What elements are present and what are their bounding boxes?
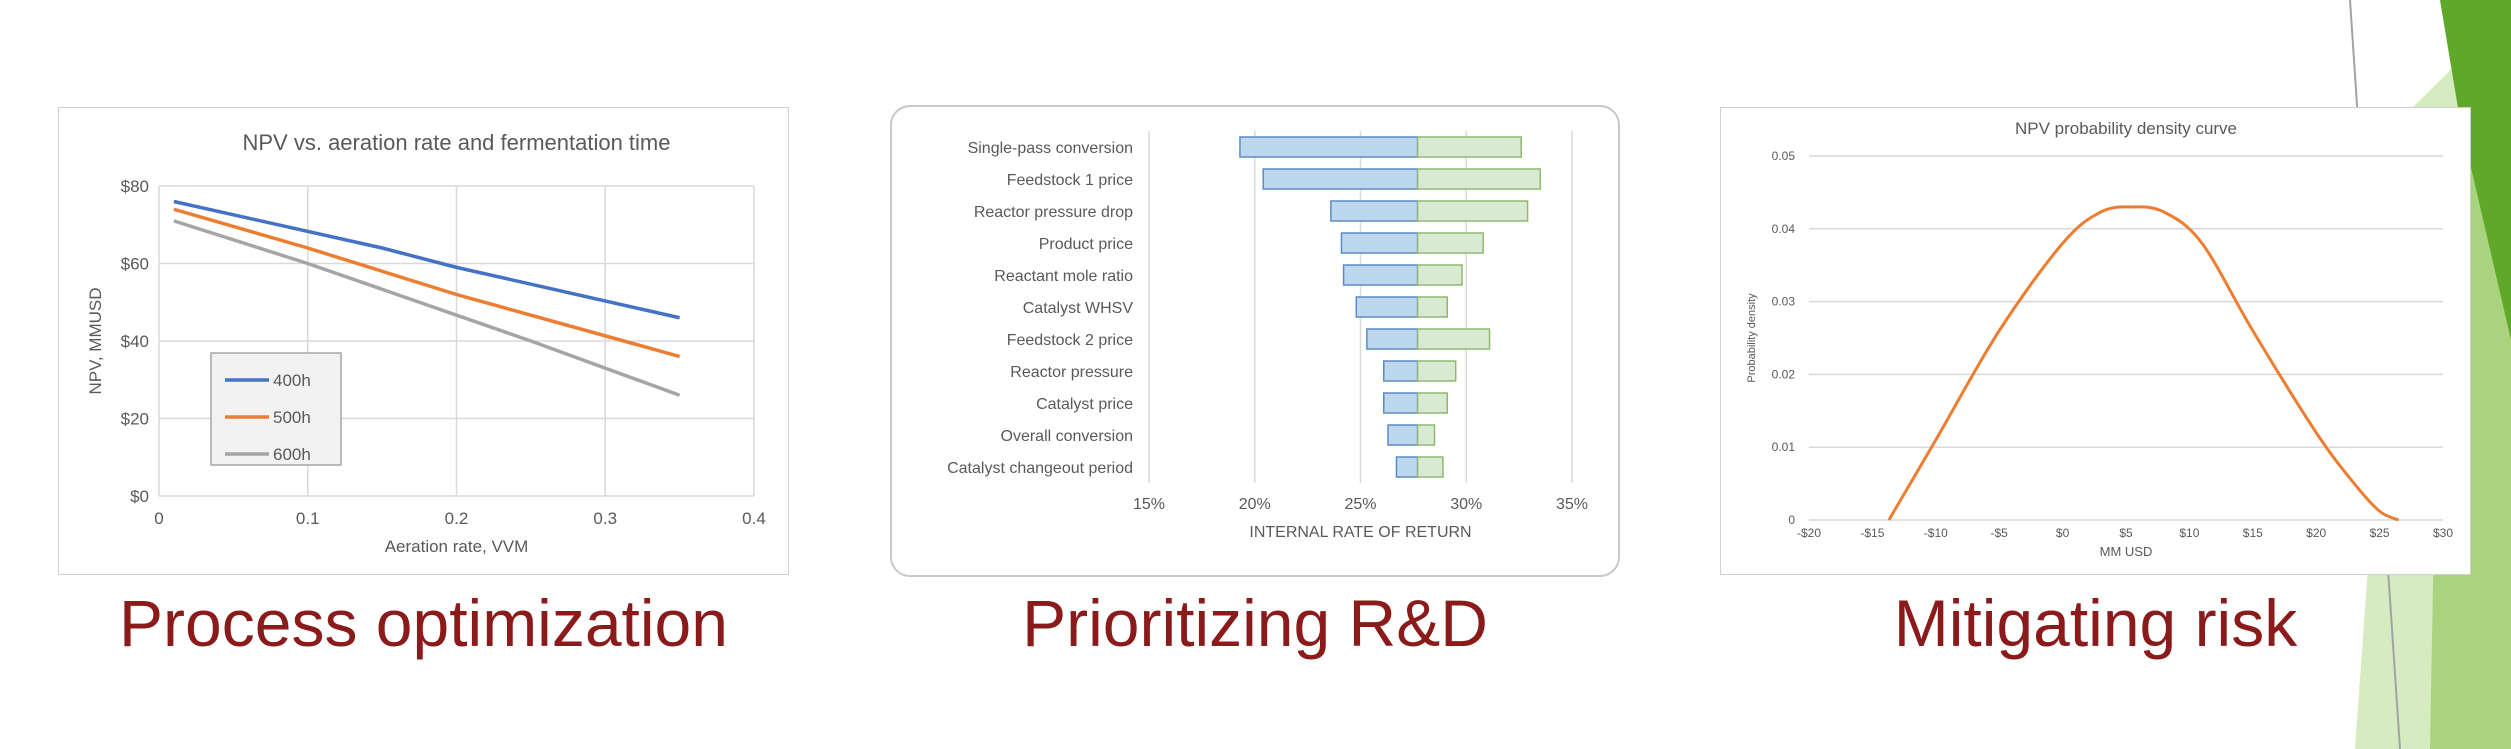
x-axis-label: INTERNAL RATE OF RETURN [1249, 524, 1471, 541]
x-tick-label: $25 [2370, 526, 2390, 540]
legend-box [210, 352, 342, 466]
low-bar [1262, 168, 1419, 190]
y-tick-label: 0.02 [1772, 367, 1796, 381]
low-bar [1239, 136, 1419, 158]
category-label: Reactor pressure [1010, 364, 1133, 381]
y-tick-label: $60 [121, 255, 149, 274]
high-bar [1416, 392, 1448, 414]
corner-shape-dark [2440, 0, 2511, 340]
x-tick-label: 0.1 [296, 509, 320, 528]
high-bar [1416, 136, 1522, 158]
x-tick-label: 0.3 [593, 509, 617, 528]
low-bar [1340, 232, 1419, 254]
y-tick-label: $0 [130, 487, 149, 506]
x-axis-label: MM USD [2100, 544, 2153, 559]
npv-probability-density-chart: NPV probability density curve 0 0.01 0.02 0.… [1746, 119, 2453, 559]
category-label: Catalyst price [1036, 396, 1133, 413]
high-bar [1416, 232, 1484, 254]
high-bar [1416, 328, 1491, 350]
npv-aeration-line-chart: NPV vs. aeration rate and fermentation t… [86, 130, 766, 556]
chart-title: NPV vs. aeration rate and fermentation t… [243, 130, 671, 155]
y-tick-label: 0.05 [1772, 149, 1796, 163]
x-tick-label: $0 [2056, 526, 2070, 540]
x-tick-label: $5 [2119, 526, 2133, 540]
y-tick-label: $80 [121, 177, 149, 196]
x-tick-label: 35% [1556, 496, 1588, 513]
x-tick-label: -$15 [1860, 526, 1884, 540]
x-tick-label: -$10 [1924, 526, 1948, 540]
density-curve [1887, 205, 2400, 522]
x-tick-label: $20 [2306, 526, 2326, 540]
category-label: Catalyst changeout period [947, 460, 1133, 477]
chart-panel-tornado: 15% 20% 25% 30% 35% INTERNAL RATE OF RETURN Si… [890, 105, 1620, 577]
y-tick-label: 0 [1788, 513, 1795, 527]
low-bar [1330, 200, 1419, 222]
caption-mitigating-risk: Mitigating risk [1893, 586, 2298, 660]
category-label: Reactor pressure drop [974, 204, 1133, 221]
y-tick-label: 0.01 [1772, 440, 1796, 454]
legend-label-500h: 500h [273, 408, 311, 427]
series-line-500h [173, 207, 681, 359]
x-tick-label: 15% [1133, 496, 1165, 513]
x-tick-label: $15 [2243, 526, 2263, 540]
high-bar [1416, 360, 1457, 382]
low-bar [1342, 264, 1419, 286]
x-tick-label: -$5 [1991, 526, 2009, 540]
y-tick-label: 0.03 [1772, 295, 1796, 309]
x-tick-label: $30 [2433, 526, 2453, 540]
category-label: Reactant mole ratio [994, 268, 1133, 285]
x-tick-label: 25% [1344, 496, 1376, 513]
high-bar [1416, 296, 1448, 318]
chart-panel-npv-aeration: NPV vs. aeration rate and fermentation t… [58, 107, 789, 575]
low-bar [1383, 392, 1419, 414]
y-axis-label: NPV, MMUSD [86, 287, 105, 394]
legend-label-600h: 600h [273, 445, 311, 464]
low-bar [1387, 424, 1419, 446]
category-label: Single-pass conversion [968, 140, 1133, 157]
caption-prioritizing-rnd: Prioritizing R&D [1022, 586, 1488, 660]
legend-label-400h: 400h [273, 371, 311, 390]
x-tick-label: 0.4 [742, 509, 766, 528]
category-label: Feedstock 1 price [1007, 172, 1133, 189]
x-tick-label: 30% [1450, 496, 1482, 513]
category-label: Product price [1039, 236, 1133, 253]
low-bar [1355, 296, 1419, 318]
x-tick-label: 20% [1239, 496, 1271, 513]
y-axis-label: Probability density [1746, 293, 1758, 383]
y-tick-label: 0.04 [1772, 222, 1796, 236]
category-label: Catalyst WHSV [1023, 300, 1134, 317]
low-bar [1383, 360, 1419, 382]
x-tick-label: -$20 [1797, 526, 1821, 540]
category-label: Overall conversion [1001, 428, 1134, 445]
low-bar [1366, 328, 1419, 350]
x-axis-label: Aeration rate, VVM [385, 537, 529, 556]
x-tick-label: 0.2 [445, 509, 469, 528]
irr-tornado-chart: 15% 20% 25% 30% 35% INTERNAL RATE OF RETURN Si… [947, 131, 1588, 541]
low-bar [1395, 456, 1419, 478]
x-tick-label: 0 [154, 509, 163, 528]
series-line-400h [173, 199, 681, 320]
high-bar [1416, 424, 1436, 446]
chart-title: NPV probability density curve [2015, 119, 2237, 138]
caption-process-optimization: Process optimization [119, 586, 728, 660]
high-bar [1416, 456, 1444, 478]
high-bar [1416, 264, 1463, 286]
category-label: Feedstock 2 price [1007, 332, 1133, 349]
high-bar [1416, 168, 1542, 190]
series-line-600h [173, 219, 681, 397]
y-tick-label: $20 [121, 410, 149, 429]
y-tick-label: $40 [121, 332, 149, 351]
x-tick-label: $10 [2179, 526, 2199, 540]
high-bar [1416, 200, 1529, 222]
chart-panel-probability-density: NPV probability density curve 0 0.01 0.02 0.… [1720, 107, 2471, 575]
